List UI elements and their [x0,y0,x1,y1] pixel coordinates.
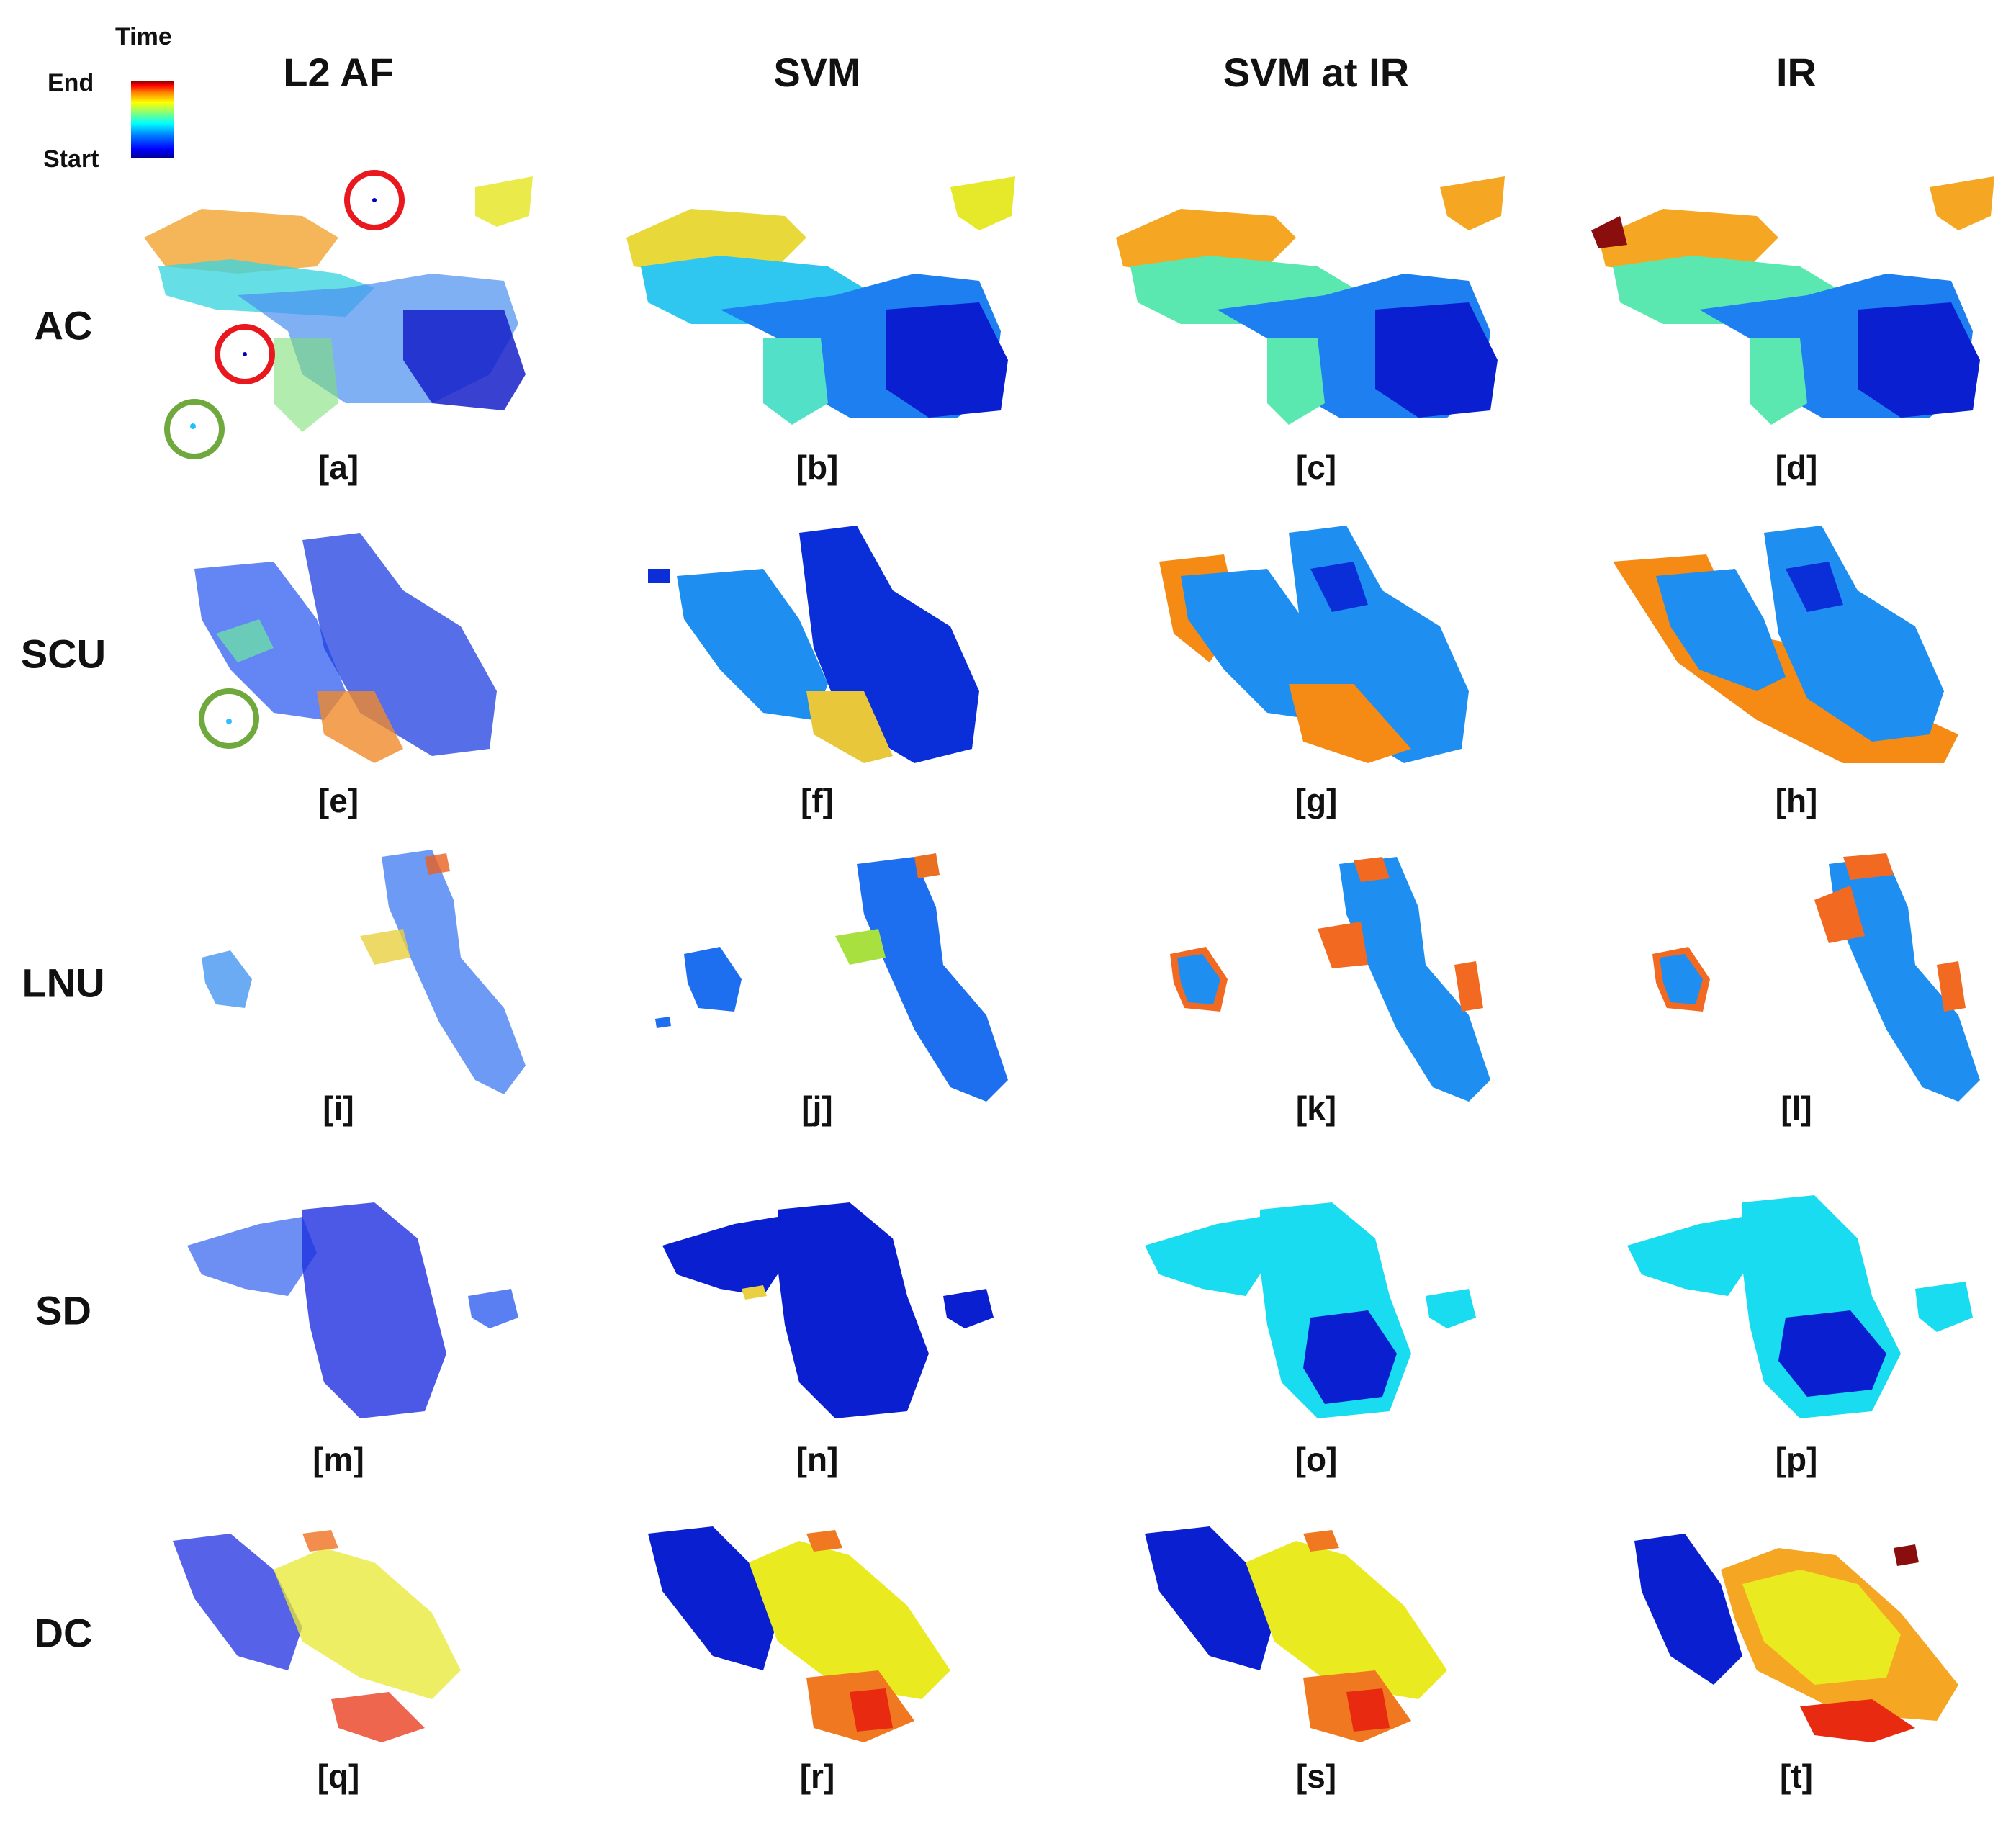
map-panel-s [1145,1526,1447,1742]
row-label-dc: DC [34,1610,93,1656]
map-panel-a [144,170,533,459]
map-panel-f [648,526,979,763]
map-panel-e [194,533,497,763]
map-panel-l [1652,853,1980,1102]
outlier-circle-green-1 [164,399,225,459]
map-panel-b [626,176,1015,425]
map-panel-q [173,1530,461,1742]
map-panel-g [1159,526,1469,763]
map-panel-o [1145,1202,1476,1418]
panel-label-n: [n] [796,1441,839,1478]
panel-label-k: [k] [1295,1089,1337,1127]
legend-title: Time [115,23,172,50]
panel-label-a: [a] [318,449,359,486]
panel-label-q: [q] [317,1758,360,1795]
map-panel-t [1634,1534,1958,1742]
map-panel-h [1613,526,1958,763]
panel-label-f: [f] [801,782,834,819]
panel-label-c: [c] [1295,449,1337,486]
column-header-svm: SVM [773,50,861,95]
column-header-svm-at-ir: SVM at IR [1223,50,1410,95]
column-header-ir: IR [1776,50,1817,95]
legend-end-label: End [48,69,94,96]
panel-label-p: [p] [1775,1441,1818,1478]
panel-label-h: [h] [1775,782,1818,819]
outlier-circle-red-1 [344,170,405,230]
legend-start-label: Start [43,145,99,173]
outlier-circle-green-2 [199,688,259,749]
panel-label-b: [b] [796,449,839,486]
panel-label-m: [m] [312,1441,364,1478]
row-label-sd: SD [35,1287,91,1333]
panel-label-t: [t] [1780,1758,1813,1795]
panel-label-r: [r] [799,1758,835,1795]
map-panel-n [662,1202,994,1418]
panel-label-l: [l] [1781,1089,1812,1127]
panel-label-d: [d] [1775,449,1818,486]
map-panel-p [1627,1195,1973,1418]
map-panel-j [655,853,1008,1102]
panel-label-i: [i] [323,1089,354,1127]
row-label-lnu: LNU [22,960,105,1006]
map-panel-r [648,1526,950,1742]
map-panel-m [187,1202,518,1418]
panel-label-j: [j] [801,1089,833,1127]
panel-label-s: [s] [1295,1758,1337,1795]
row-label-ac: AC [34,302,93,348]
map-panel-c [1116,176,1505,425]
time-colorbar [131,81,174,158]
panel-label-g: [g] [1295,782,1338,819]
map-panel-i [202,850,526,1094]
map-panel-k [1170,857,1490,1102]
column-header-l2af: L2 AF [283,50,394,95]
outlier-circle-red-2 [215,324,275,384]
panel-label-o: [o] [1295,1441,1338,1478]
row-label-scu: SCU [20,631,107,677]
panel-label-e: [e] [318,782,359,819]
map-panel-d [1591,176,1994,425]
